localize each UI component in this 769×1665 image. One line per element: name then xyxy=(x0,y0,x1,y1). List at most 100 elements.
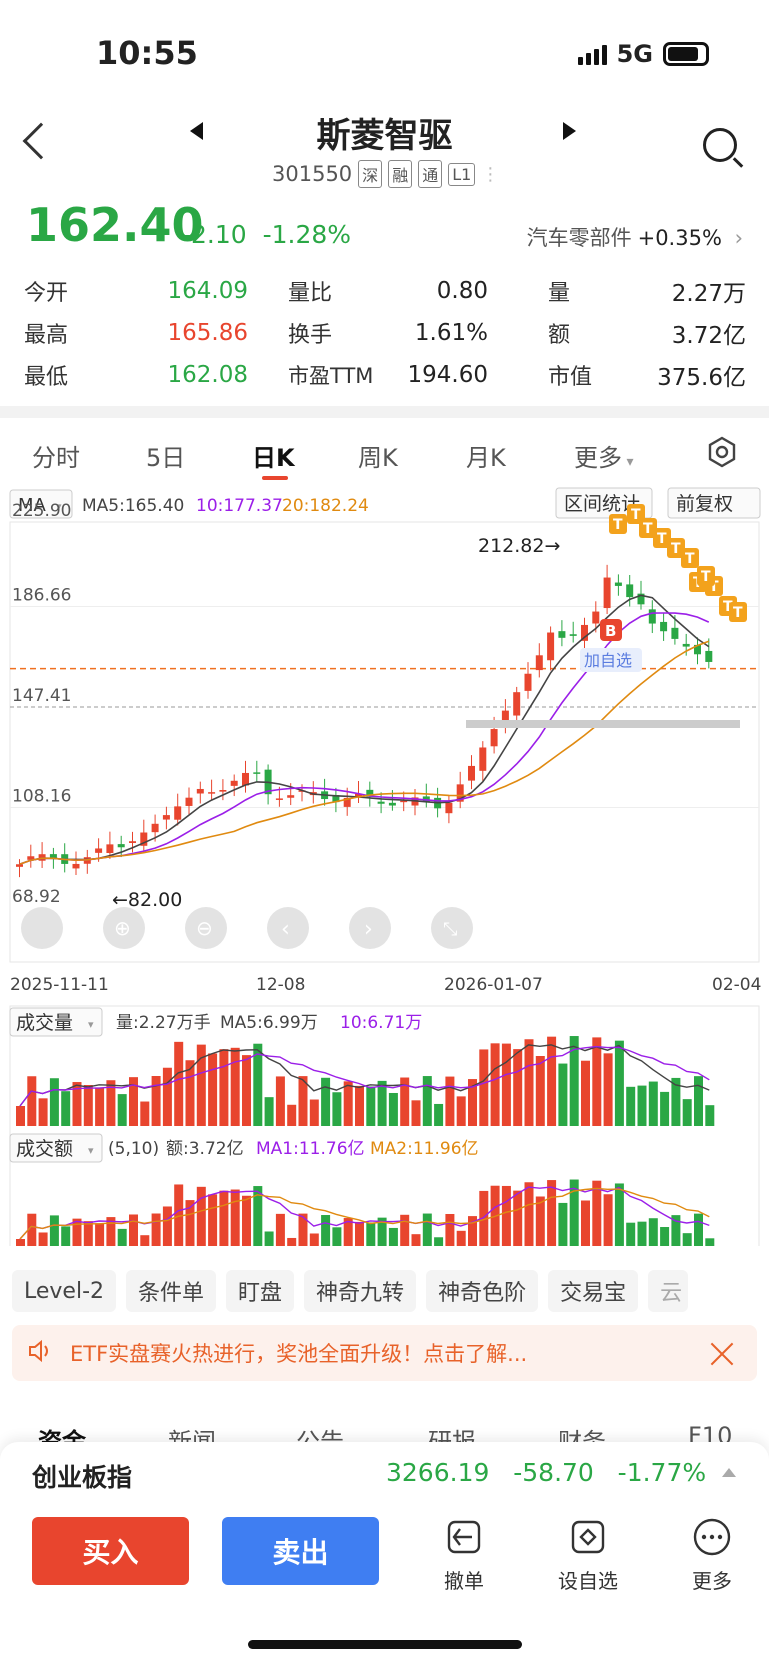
ma-selector-box[interactable] xyxy=(9,489,73,519)
index-values: 3266.19 -58.70 -1.77% xyxy=(386,1458,706,1487)
price-change: -2.10 -1.28% xyxy=(182,220,351,249)
section-divider xyxy=(0,406,769,418)
candle-body xyxy=(524,673,532,691)
candle-body xyxy=(400,800,408,803)
level2-button[interactable]: Level-2 xyxy=(12,1270,117,1312)
tab-5day[interactable]: 5日 xyxy=(146,444,186,472)
amount-bar xyxy=(388,1227,398,1246)
condition-order-button[interactable]: 条件单 xyxy=(126,1270,217,1312)
range-stats-button[interactable]: 区间统计 xyxy=(564,493,640,515)
search-icon[interactable] xyxy=(703,128,737,162)
next-stock-icon[interactable] xyxy=(563,122,576,140)
caret-down-icon: ▾ xyxy=(88,1144,94,1157)
tab-weekly-k[interactable]: 周K xyxy=(358,444,398,472)
volume-bar xyxy=(230,1047,240,1126)
candle-body xyxy=(242,772,249,786)
candle-body xyxy=(705,650,713,662)
volume-bar xyxy=(434,1103,444,1126)
candle-body xyxy=(614,582,622,586)
pan-left-glyph: ‹ xyxy=(281,917,290,942)
t-marker-label: T xyxy=(613,517,623,533)
banner-text: ETF实盘赛火热进行，奖池全面升级！点击了解... xyxy=(70,1342,528,1366)
expand-up-icon[interactable] xyxy=(722,1468,736,1477)
t-marker xyxy=(639,518,657,538)
zoom-out-icon[interactable] xyxy=(185,907,227,949)
amount-ma2: MA2:11.96亿 xyxy=(370,1139,479,1159)
amount-bar xyxy=(513,1190,523,1246)
amount-bar xyxy=(569,1179,579,1246)
trade-treasure-button[interactable]: 交易宝 xyxy=(548,1270,639,1312)
status-time: 10:55 xyxy=(96,34,198,72)
high-annotation: 212.82→ xyxy=(478,535,560,557)
pan-left-icon[interactable] xyxy=(267,907,309,949)
t-marker-label: T xyxy=(671,541,681,557)
volume-panel-label[interactable]: 成交量 xyxy=(16,1012,73,1034)
x-axis-ticks: 2025-11-11 12-08 2026-01-07 02-04 xyxy=(10,975,761,995)
index-value: 3266.19 xyxy=(386,1458,490,1487)
t-marker-label: T xyxy=(733,605,743,621)
fullscreen-icon[interactable] xyxy=(21,907,63,949)
t-marker-label: T xyxy=(657,531,667,547)
tab-more[interactable]: 更多 ▾ xyxy=(574,438,633,473)
adjust-selector[interactable]: 前复权 xyxy=(676,493,733,515)
volume-bar xyxy=(366,1086,376,1126)
index-name[interactable]: 创业板指 xyxy=(32,1463,133,1492)
settings-hex-icon[interactable] xyxy=(706,436,738,474)
volume-bar xyxy=(535,1056,545,1126)
magic-color-button[interactable]: 神奇色阶 xyxy=(426,1270,539,1312)
zoom-out-glyph: ⊖ xyxy=(196,916,213,940)
zoom-in-icon[interactable] xyxy=(103,907,145,949)
candle-body xyxy=(671,627,679,639)
kline-chart[interactable]: MA ▾ MA5:165.40 10:177.37 20:182.24 区间统计… xyxy=(0,486,769,1246)
tab-intraday[interactable]: 分时 xyxy=(32,444,80,472)
close-icon[interactable] xyxy=(709,1341,735,1367)
amount-bar xyxy=(275,1213,285,1246)
amount-panel-label[interactable]: 成交额 xyxy=(16,1138,73,1160)
candle-body xyxy=(95,848,103,853)
amount-bar xyxy=(185,1200,195,1246)
buy-button[interactable]: 买入 xyxy=(32,1517,189,1585)
stat-value: 0.80 xyxy=(436,278,488,304)
volume-bar xyxy=(671,1077,681,1126)
candle-body xyxy=(355,793,362,798)
volume-bar xyxy=(558,1063,568,1126)
amount-bar xyxy=(174,1184,184,1246)
volume-bar xyxy=(422,1076,432,1126)
adjust-box[interactable] xyxy=(667,487,761,519)
volume-bar xyxy=(49,1078,59,1126)
watch-button[interactable]: 盯盘 xyxy=(226,1270,295,1312)
promo-banner[interactable]: ETF实盘赛火热进行，奖池全面升级！点击了解... xyxy=(12,1325,757,1381)
cancel-order-action[interactable]: 撤单 xyxy=(424,1517,504,1594)
volume-label-box[interactable] xyxy=(9,1007,103,1037)
volume-bar xyxy=(479,1049,489,1126)
zoom-in-glyph: ⊕ xyxy=(114,916,131,940)
indicator-selector[interactable]: MA xyxy=(18,495,47,516)
more-action[interactable]: 更多 xyxy=(672,1517,752,1594)
pan-right-icon[interactable] xyxy=(349,907,391,949)
expand-icon[interactable] xyxy=(431,907,473,949)
sell-button[interactable]: 卖出 xyxy=(222,1517,379,1585)
more-dots-icon[interactable]: ⋮ xyxy=(481,163,500,185)
t-marker xyxy=(653,528,671,548)
candle-body xyxy=(558,631,566,638)
volume-bar xyxy=(61,1091,71,1126)
cloud-button[interactable]: 云 xyxy=(648,1270,689,1312)
amount-bar xyxy=(49,1215,59,1246)
volume-bar xyxy=(72,1082,82,1126)
volume-bar xyxy=(569,1036,579,1126)
candle-body xyxy=(27,856,35,860)
amount-label-box[interactable] xyxy=(9,1133,103,1163)
prev-stock-icon[interactable] xyxy=(190,122,203,140)
amount-bar xyxy=(694,1213,703,1246)
set-watch-action[interactable]: 设自选 xyxy=(548,1517,628,1594)
sector-link[interactable]: 汽车零部件 +0.35% › xyxy=(527,222,743,252)
candle-body xyxy=(117,844,125,848)
volume-bar xyxy=(411,1100,421,1126)
amount-bar xyxy=(38,1232,48,1246)
amount-bar xyxy=(660,1227,670,1246)
tab-monthly-k[interactable]: 月K xyxy=(466,444,506,472)
candle-body xyxy=(253,772,261,774)
magic-nine-button[interactable]: 神奇九转 xyxy=(304,1270,417,1312)
tab-daily-k[interactable]: 日K xyxy=(252,444,295,472)
candle-body xyxy=(343,797,351,807)
